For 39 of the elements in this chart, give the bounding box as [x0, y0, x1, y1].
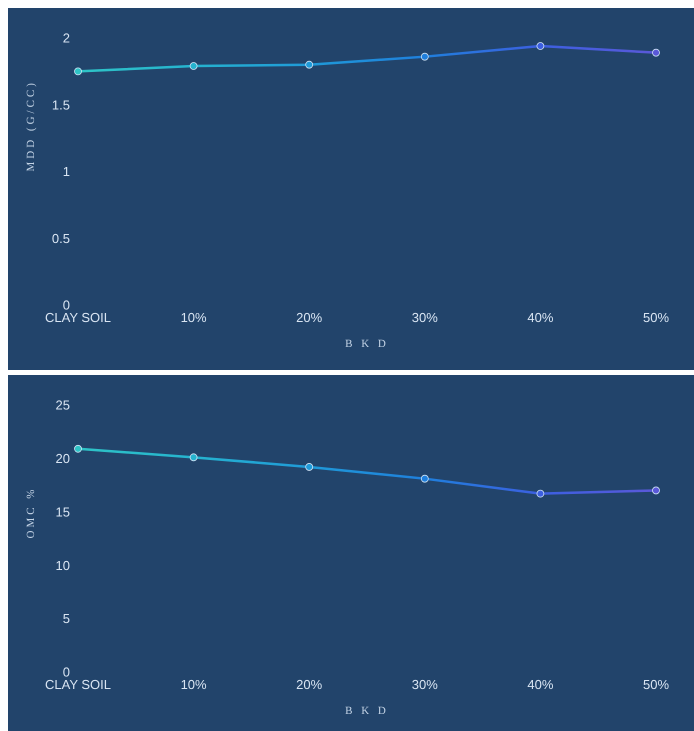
x-tick-label: 50% [642, 310, 670, 326]
point [420, 474, 429, 483]
y-tick-label: 0 [62, 298, 70, 313]
point [74, 67, 82, 76]
y-tick-label: 0 [62, 664, 70, 680]
y-tick-label: 2 [62, 30, 70, 46]
point [652, 48, 660, 57]
point [652, 486, 660, 494]
x-tick-label: 40% [527, 310, 554, 326]
point [190, 453, 198, 462]
y-tick-label: 1 [62, 164, 70, 180]
point [536, 42, 544, 50]
point [74, 444, 82, 453]
y-tick-label: 1.5 [52, 97, 70, 112]
point [305, 463, 314, 471]
point [420, 52, 429, 61]
x-tick-label: 20% [296, 677, 323, 692]
point [190, 62, 198, 70]
x-tick-label: 30% [412, 677, 438, 692]
y-axis-title: OMC % [24, 486, 37, 538]
y-axis-title: MDD (G/CC) [24, 80, 37, 172]
x-tick-label: 50% [642, 677, 670, 692]
x-axis-title: B K D [345, 338, 389, 350]
y-tick-label: 0.5 [52, 230, 70, 246]
y-tick-label: 25 [56, 398, 70, 413]
point [536, 490, 544, 498]
x-tick-label: 10% [180, 677, 208, 692]
x-tick-label: CLAY SOIL [45, 677, 111, 692]
x-axis-title: B K D [345, 705, 389, 717]
x-tick-label: 30% [412, 310, 438, 326]
x-tick-label: 40% [527, 677, 554, 692]
point [305, 60, 314, 69]
x-tick-label: CLAY SOIL [45, 310, 111, 326]
y-tick-label: 5 [62, 611, 70, 626]
y-tick-label: 20 [56, 451, 70, 466]
y-tick-label: 10 [56, 558, 70, 573]
y-tick-label: 15 [56, 504, 70, 520]
x-tick-label: 20% [296, 310, 323, 326]
x-tick-label: 10% [180, 310, 208, 326]
